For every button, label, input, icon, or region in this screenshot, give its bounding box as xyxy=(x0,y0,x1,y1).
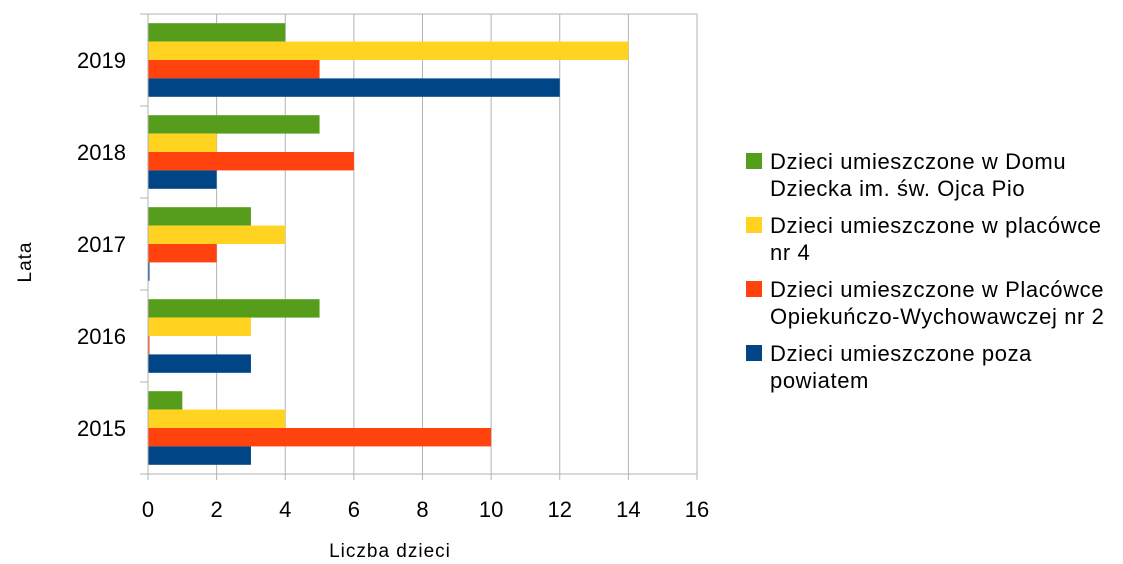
legend-swatch xyxy=(746,217,762,233)
bar-chart: 0 2 4 6 8 10 12 14 16 2015 2016 2017 2018 2019 Liczba… xyxy=(15,13,709,562)
bar xyxy=(148,244,217,263)
legend-swatch xyxy=(746,281,762,297)
x-tick-label: 16 xyxy=(685,497,709,522)
bar xyxy=(148,170,217,189)
x-tick-label: 4 xyxy=(279,497,291,522)
x-tick-label: 12 xyxy=(548,497,572,522)
legend-item: Dzieci umieszczone w placówce nr 4 xyxy=(746,212,1116,266)
x-axis-title: Liczba dzieci xyxy=(329,541,451,562)
x-tick-label: 8 xyxy=(416,497,428,522)
x-tick-label: 2 xyxy=(211,497,223,522)
y-tick-label: 2019 xyxy=(77,48,126,73)
bar xyxy=(148,207,251,226)
legend-label: Dzieci umieszczone poza powiatem xyxy=(770,341,1033,393)
legend-label: Dzieci umieszczone w Domu Dziecka im. św… xyxy=(770,149,1067,201)
axes xyxy=(140,13,698,480)
legend-swatch xyxy=(746,153,762,169)
y-tick-label: 2018 xyxy=(77,140,126,165)
x-tick-label: 14 xyxy=(616,497,640,522)
bar xyxy=(148,23,286,42)
bar xyxy=(148,428,492,447)
x-tick-label: 0 xyxy=(142,497,154,522)
bar xyxy=(148,317,251,336)
bars xyxy=(148,23,629,465)
bar xyxy=(148,78,560,97)
legend: Dzieci umieszczone w Domu Dziecka im. św… xyxy=(746,148,1116,404)
y-tick-label: 2017 xyxy=(77,232,126,257)
y-tick-label: 2016 xyxy=(77,324,126,349)
bar xyxy=(148,409,286,428)
bar xyxy=(148,60,320,79)
bar xyxy=(148,133,217,152)
tick-labels: 0 2 4 6 8 10 12 14 16 2015 2016 2017 2018 2019 xyxy=(77,48,709,522)
x-tick-label: 10 xyxy=(479,497,503,522)
bar xyxy=(148,41,629,60)
x-tick-label: 6 xyxy=(348,497,360,522)
y-axis-title: Lata xyxy=(15,242,36,283)
bar xyxy=(148,225,286,244)
legend-item: Dzieci umieszczone w Domu Dziecka im. św… xyxy=(746,148,1116,202)
legend-item: Dzieci umieszczone poza powiatem xyxy=(746,340,1116,394)
bar xyxy=(148,262,150,281)
legend-label: Dzieci umieszczone w placówce nr 4 xyxy=(770,213,1102,265)
bar xyxy=(148,115,320,134)
bar xyxy=(148,336,150,355)
bar xyxy=(148,299,320,318)
legend-swatch xyxy=(746,345,762,361)
bar xyxy=(148,152,354,171)
legend-item: Dzieci umieszczone w Placówce Opiekuńczo… xyxy=(746,276,1116,330)
legend-label: Dzieci umieszczone w Placówce Opiekuńczo… xyxy=(770,277,1105,329)
bar xyxy=(148,354,251,373)
bar xyxy=(148,391,183,410)
bar xyxy=(148,446,251,465)
y-tick-label: 2015 xyxy=(77,416,126,441)
